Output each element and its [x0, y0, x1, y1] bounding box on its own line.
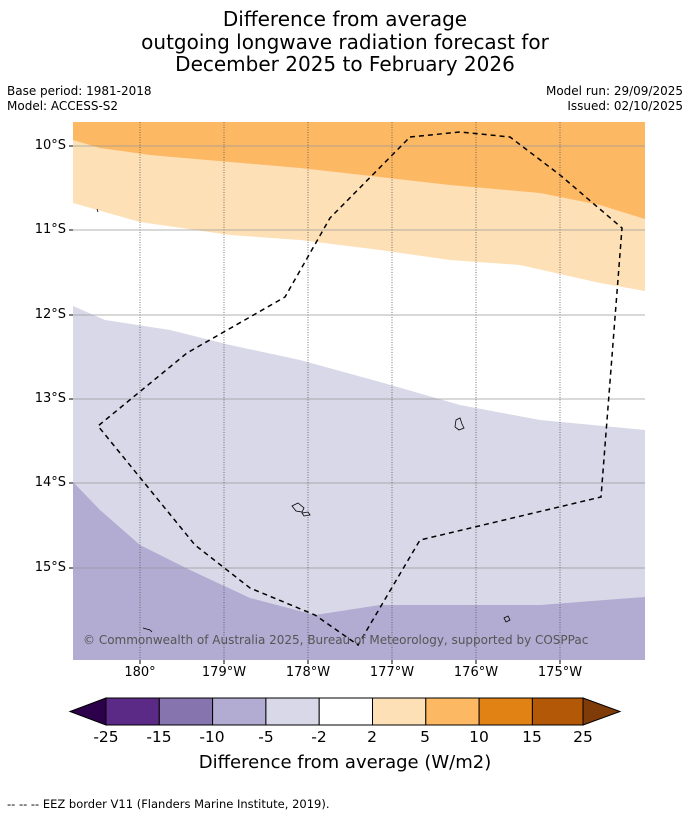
colorbar-segment — [318, 697, 374, 726]
colorbar-segment — [105, 697, 160, 726]
colorbar-title: Difference from average (W/m2) — [198, 752, 492, 773]
colorbar — [68, 697, 622, 726]
model-name: Model: ACCESS-S2 — [7, 99, 119, 113]
title-line-3: December 2025 to February 2026 — [175, 52, 515, 76]
colorbar-tick: -10 — [199, 728, 225, 746]
title-line-2: outgoing longwave radiation forecast for — [141, 29, 549, 54]
lat-label: 11°S — [34, 222, 66, 237]
title-line-1: Difference from average — [222, 7, 468, 31]
colorbar-segment — [372, 697, 427, 726]
colorbar-segment — [158, 697, 214, 726]
colorbar-tick: 5 — [420, 728, 430, 746]
lon-label: 177°W — [369, 665, 415, 680]
base-period: Base period: 1981-2018 — [7, 84, 152, 98]
colorbar-tick: -2 — [311, 728, 327, 746]
colorbar-extend-low — [68, 697, 107, 726]
lon-label: 180° — [124, 665, 156, 680]
eez-border — [96, 131, 623, 647]
colorbar-segment — [531, 697, 584, 726]
colorbar-tick: -5 — [258, 728, 274, 746]
colorbar-segment — [265, 697, 320, 726]
longitude-gridlines — [139, 122, 561, 660]
colorbar-tick: -15 — [146, 728, 172, 746]
island-outline — [291, 502, 305, 513]
island-outline — [503, 615, 511, 623]
issued-date: Issued: 02/10/2025 — [567, 99, 683, 113]
colorbar-segment — [478, 697, 533, 726]
colorbar-tick: -25 — [93, 728, 119, 746]
copyright-notice: © Commonwealth of Australia 2025, Bureau… — [83, 633, 589, 647]
lon-label: 179°W — [201, 665, 247, 680]
lon-label: 176°W — [453, 665, 499, 680]
meta-left: Base period: 1981-2018 Model: ACCESS-S2 — [7, 84, 152, 114]
colorbar-tick: 25 — [573, 728, 593, 746]
colorbar-tick: 15 — [522, 728, 542, 746]
lon-label: 175°W — [537, 665, 583, 680]
lat-label: 10°S — [34, 138, 66, 153]
island-outline — [96, 208, 99, 213]
latitude-gridlines — [73, 145, 645, 569]
lat-label: 15°S — [34, 560, 66, 575]
anomaly-region-neg10-to-neg5 — [73, 482, 645, 660]
lat-label: 13°S — [34, 391, 66, 406]
colorbar-extend-high — [582, 697, 622, 726]
colorbar-tick: 10 — [469, 728, 489, 746]
eez-legend: -- -- -- EEZ border V11 (Flanders Marine… — [7, 797, 330, 811]
lat-label: 12°S — [34, 307, 66, 322]
colorbar-tick: 2 — [367, 728, 377, 746]
colorbar-segment — [425, 697, 480, 726]
axis-ticks — [69, 145, 561, 664]
model-run: Model run: 29/09/2025 — [545, 84, 683, 98]
colorbar-segment — [212, 697, 267, 726]
chart-title: Difference from average outgoing longwav… — [0, 8, 690, 76]
lon-label: 178°W — [285, 665, 331, 680]
meta-right: Model run: 29/09/2025 Issued: 02/10/2025 — [546, 84, 683, 114]
island-outline — [454, 417, 465, 431]
island-outline — [301, 511, 311, 517]
lat-label: 14°S — [34, 475, 66, 490]
island-outline — [142, 627, 153, 633]
